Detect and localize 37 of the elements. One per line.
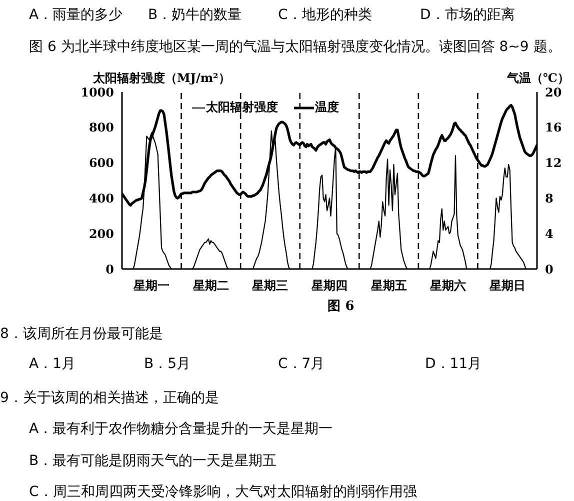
x-tick-label: 星期四 (310, 278, 348, 293)
text: B．奶牛的数量 (148, 6, 242, 24)
x-tick-label: 星期五 (370, 278, 407, 293)
text: 8．该周所在月份最可能是 (0, 325, 163, 343)
text: A．雨量的多少 (29, 6, 123, 24)
text: D．市场的距离 (420, 6, 515, 24)
y2-tick-label: 12 (545, 156, 562, 170)
text: 9．关于该周的相关描述，正确的是 (0, 389, 219, 407)
caption: 图 6 (328, 298, 354, 315)
x-tick-label: 星期二 (192, 278, 229, 293)
text: B．最有可能是阴雨天气的一天是星期五 (29, 452, 277, 470)
y-tick-label: 800 (88, 120, 114, 135)
y2-tick-label: 8 (545, 191, 554, 206)
text: D．11月 (425, 355, 482, 373)
y-tick-label: 600 (88, 156, 114, 170)
y2-tick-label: 16 (545, 120, 562, 135)
text: A．最有利于农作物糖分含量提升的一天是星期一 (29, 420, 333, 438)
y2-tick-label: 0 (545, 262, 554, 276)
y-tick-label: 200 (88, 226, 114, 241)
x-tick-label: 星期六 (429, 278, 466, 293)
y2-tick-label: 20 (545, 85, 562, 100)
y2-tick-label: 4 (545, 226, 554, 241)
text: C．周三和周四两天受冷锋影响，大气对太阳辐射的削弱作用强 (29, 483, 417, 501)
legend-label: 温度 (315, 99, 339, 116)
x-tick-label: 星期一 (132, 278, 170, 293)
chart-title: 图 6 为北半球中纬度地区某一周的气温与太阳辐射强度变化情况。读图回答 8~9 题。 (29, 38, 562, 56)
y-tick-label: 0 (106, 262, 114, 276)
x-tick-label: 星期三 (251, 278, 288, 293)
y-axis-title: 太阳辐射强度（MJ/m²） (93, 70, 230, 87)
y-tick-label: 1000 (80, 85, 114, 100)
text: B．5月 (144, 355, 191, 373)
text: C．地形的种类 (278, 6, 372, 24)
x-tick-label: 星期日 (488, 278, 526, 293)
text: C．7月 (278, 355, 325, 373)
y-tick-label: 400 (88, 191, 114, 206)
y2-axis-title: 气温（℃） (507, 70, 570, 87)
text: A．1月 (29, 355, 76, 373)
